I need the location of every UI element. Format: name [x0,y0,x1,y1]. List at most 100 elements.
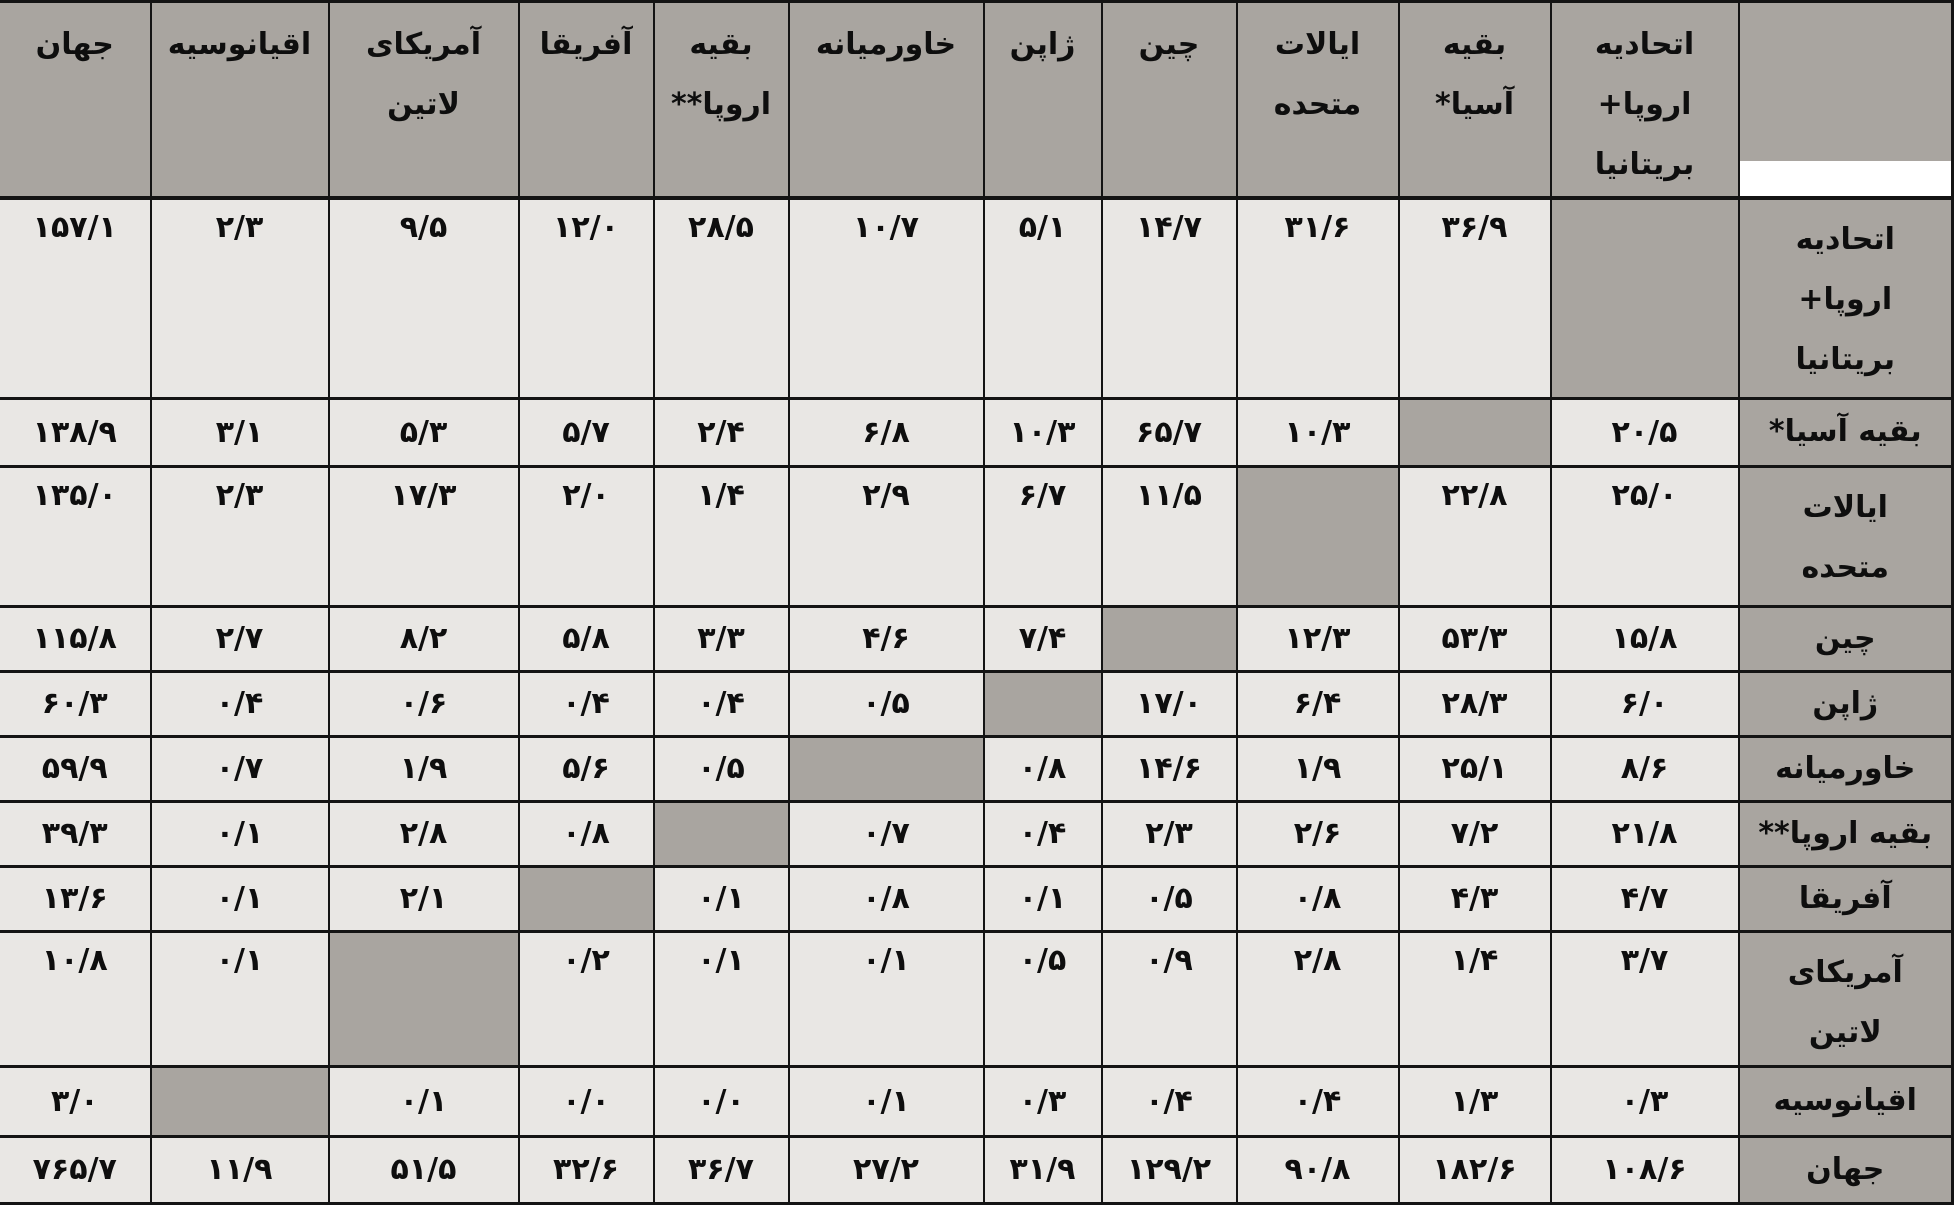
header-japan: ژاپن [982,0,1103,200]
row-label-china: چین [1737,604,1954,672]
cell-rest-europe-rest-asia: ۷/۲ [1397,799,1552,867]
cell-rest-asia-eu-uk: ۲۰/۵ [1549,396,1740,467]
cell-rest-asia-world: ۱۳۸/۹ [0,396,152,467]
row-china: چین ۱۵/۸ ۵۳/۳ ۱۲/۳ ۷/۴ ۴/۶ ۳/۳ ۵/۸ ۸/۲ ۲/۷ ۱۱۵/۸ [0,604,1954,672]
cell-us-oceania: ۲/۳ [149,464,330,607]
row-label-latin-america: آمریکای لاتین [1737,929,1954,1067]
cell-japan-world: ۶۰/۳ [0,669,152,737]
cell-eu-uk-japan: ۵/۱ [982,196,1103,399]
cell-latin-america-world: ۱۰/۸ [0,929,152,1067]
row-eu-uk: اتحادیه اروپا+ بریتانیا ۳۶/۹ ۳۱/۶ ۱۴/۷ ۵/۱ ۱۰… [0,196,1954,399]
row-middle-east: خاورمیانه ۸/۶ ۲۵/۱ ۱/۹ ۱۴/۶ ۰/۸ ۰/۵ ۵/۶ ۱/۹ ۰/۷ ۵۹… [0,734,1954,802]
row-japan: ژاپن ۶/۰ ۲۸/۳ ۶/۴ ۱۷/۰ ۰/۵ ۰/۴ ۰/۴ ۰/۶ ۰/۴ ۶۰/۳ [0,669,1954,737]
cell-rest-asia-middle-east: ۶/۸ [787,396,985,467]
cell-latin-america-africa: ۰/۲ [517,929,655,1067]
diagonal-cell-middle-east [787,734,985,802]
cell-rest-europe-us: ۲/۶ [1235,799,1400,867]
diagonal-cell-japan [982,669,1103,737]
cell-middle-east-africa: ۵/۶ [517,734,655,802]
cell-china-world: ۱۱۵/۸ [0,604,152,672]
row-label-africa: آفریقا [1737,864,1954,932]
row-africa: آفریقا ۴/۷ ۴/۳ ۰/۸ ۰/۵ ۰/۱ ۰/۸ ۰/۱ ۲/۱ ۰/۱ ۱۳/۶ [0,864,1954,932]
cell-world-china: ۱۲۹/۲ [1100,1134,1238,1204]
cell-oceania-us: ۰/۴ [1235,1064,1400,1137]
cell-africa-middle-east: ۰/۸ [787,864,985,932]
cell-oceania-world: ۳/۰ [0,1064,152,1137]
cell-middle-east-us: ۱/۹ [1235,734,1400,802]
cell-eu-uk-us: ۳۱/۶ [1235,196,1400,399]
row-us: ایالات متحده ۲۵/۰ ۲۲/۸ ۱۱/۵ ۶/۷ ۲/۹ ۱/۴ ۲/۰ ۱۷/۳… [0,464,1954,607]
row-label-eu-uk: اتحادیه اروپا+ بریتانیا [1737,196,1954,399]
cell-us-rest-asia: ۲۲/۸ [1397,464,1552,607]
cell-japan-africa: ۰/۴ [517,669,655,737]
cell-rest-asia-us: ۱۰/۳ [1235,396,1400,467]
cell-china-africa: ۵/۸ [517,604,655,672]
cell-world-latin-america: ۵۱/۵ [327,1134,520,1204]
header-us: ایالات متحده [1235,0,1400,200]
cell-us-middle-east: ۲/۹ [787,464,985,607]
cell-eu-uk-rest-asia: ۳۶/۹ [1397,196,1552,399]
diagonal-cell-us [1235,464,1400,607]
cell-oceania-latin-america: ۰/۱ [327,1064,520,1137]
cell-middle-east-china: ۱۴/۶ [1100,734,1238,802]
cell-us-japan: ۶/۷ [982,464,1103,607]
cell-middle-east-latin-america: ۱/۹ [327,734,520,802]
header-middle-east: خاورمیانه [787,0,985,200]
diagonal-cell-africa [517,864,655,932]
cell-oceania-china: ۰/۴ [1100,1064,1238,1137]
cell-us-latin-america: ۱۷/۳ [327,464,520,607]
row-oceania: اقیانوسیه ۰/۳ ۱/۳ ۰/۴ ۰/۴ ۰/۳ ۰/۱ ۰/۰ ۰/۰ ۰/۱ ۳/۰ [0,1064,1954,1137]
cell-us-rest-europe: ۱/۴ [652,464,790,607]
cell-rest-europe-eu-uk: ۲۱/۸ [1549,799,1740,867]
cell-latin-america-eu-uk: ۳/۷ [1549,929,1740,1067]
cell-rest-asia-japan: ۱۰/۳ [982,396,1103,467]
header-rest-europe: بقیه اروپا** [652,0,790,200]
cell-japan-oceania: ۰/۴ [149,669,330,737]
cell-africa-oceania: ۰/۱ [149,864,330,932]
cell-rest-asia-latin-america: ۵/۳ [327,396,520,467]
cell-world-rest-europe: ۳۶/۷ [652,1134,790,1204]
cell-world-oceania: ۱۱/۹ [149,1134,330,1204]
cell-world-world: ۷۶۵/۷ [0,1134,152,1204]
header-row: اتحادیه اروپا+ بریتانیا بقیه آسیا* ایالات … [0,0,1954,200]
row-rest-asia: بقیه آسیا* ۲۰/۵ ۱۰/۳ ۶۵/۷ ۱۰/۳ ۶/۸ ۲/۴ ۵/۷ ۵/۳ ۳/… [0,396,1954,467]
cell-africa-china: ۰/۵ [1100,864,1238,932]
header-latin-america: آمریکای لاتین [327,0,520,200]
cell-middle-east-world: ۵۹/۹ [0,734,152,802]
diagonal-cell-oceania [149,1064,330,1137]
cell-japan-eu-uk: ۶/۰ [1549,669,1740,737]
row-latin-america: آمریکای لاتین ۳/۷ ۱/۴ ۲/۸ ۰/۹ ۰/۵ ۰/۱ ۰/۱ ۰/۲ ۰/۱… [0,929,1954,1067]
cell-oceania-middle-east: ۰/۱ [787,1064,985,1137]
diagonal-cell-eu-uk [1549,196,1740,399]
cell-eu-uk-rest-europe: ۲۸/۵ [652,196,790,399]
cell-china-latin-america: ۸/۲ [327,604,520,672]
cell-japan-middle-east: ۰/۵ [787,669,985,737]
cell-africa-world: ۱۳/۶ [0,864,152,932]
cell-eu-uk-oceania: ۲/۳ [149,196,330,399]
cell-world-rest-asia: ۱۸۲/۶ [1397,1134,1552,1204]
cell-japan-rest-asia: ۲۸/۳ [1397,669,1552,737]
cell-rest-europe-world: ۳۹/۳ [0,799,152,867]
diagonal-cell-rest-europe [652,799,790,867]
header-rest-asia: بقیه آسیا* [1397,0,1552,200]
cell-world-us: ۹۰/۸ [1235,1134,1400,1204]
cell-latin-america-japan: ۰/۵ [982,929,1103,1067]
cell-oceania-rest-europe: ۰/۰ [652,1064,790,1137]
cell-rest-europe-latin-america: ۲/۸ [327,799,520,867]
cell-rest-asia-rest-europe: ۲/۴ [652,396,790,467]
corner-block [1740,3,1951,161]
row-label-rest-asia: بقیه آسیا* [1737,396,1954,467]
cell-africa-latin-america: ۲/۱ [327,864,520,932]
cell-oceania-japan: ۰/۳ [982,1064,1103,1137]
cell-world-japan: ۳۱/۹ [982,1134,1103,1204]
cell-latin-america-us: ۲/۸ [1235,929,1400,1067]
cell-world-middle-east: ۲۷/۲ [787,1134,985,1204]
cell-latin-america-middle-east: ۰/۱ [787,929,985,1067]
cell-china-oceania: ۲/۷ [149,604,330,672]
cell-japan-us: ۶/۴ [1235,669,1400,737]
cell-china-us: ۱۲/۳ [1235,604,1400,672]
cell-eu-uk-latin-america: ۹/۵ [327,196,520,399]
header-world: جهان [0,0,152,200]
